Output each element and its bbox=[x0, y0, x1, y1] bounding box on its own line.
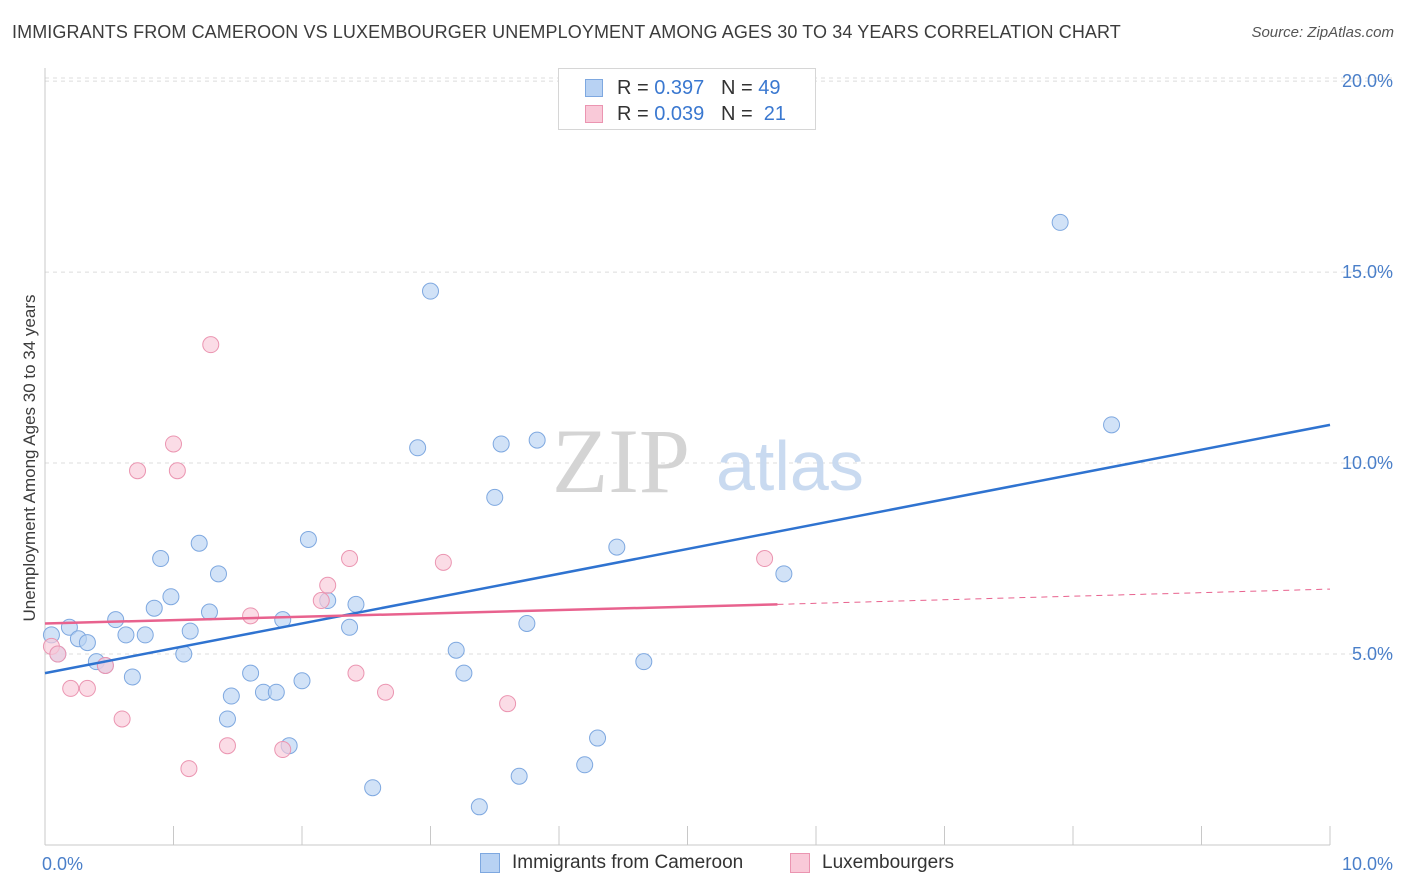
axes bbox=[44, 68, 1331, 846]
cameroon-point bbox=[510, 767, 528, 785]
r-label: R = bbox=[617, 77, 649, 99]
cameroon-point bbox=[145, 599, 163, 617]
cameroon-point bbox=[190, 534, 208, 552]
source-credit: Source: ZipAtlas.com bbox=[1251, 24, 1394, 41]
cameroon-point bbox=[492, 435, 510, 453]
luxembourger-point bbox=[113, 710, 131, 728]
luxembourger-point bbox=[274, 741, 292, 759]
cameroon-point bbox=[518, 614, 536, 632]
cameroon-point bbox=[635, 653, 653, 671]
cameroon-point bbox=[218, 710, 236, 728]
luxembourger-point bbox=[49, 645, 67, 663]
luxembourger-point bbox=[312, 592, 330, 610]
luxembourger-trend-line bbox=[44, 603, 778, 625]
stats-legend: R = 0.397 N = 49 R = 0.039 N = 21 bbox=[558, 68, 816, 130]
luxembourger-point bbox=[202, 336, 220, 354]
cameroon-point bbox=[576, 756, 594, 774]
r-value: 0.397 bbox=[654, 77, 705, 99]
grid-lines bbox=[45, 77, 1392, 655]
pink-swatch-icon bbox=[585, 105, 603, 123]
cameroon-point bbox=[486, 488, 504, 506]
trend-lines bbox=[44, 423, 1331, 675]
cameroon-point bbox=[455, 664, 473, 682]
y-tick-label: 10.0% bbox=[1342, 453, 1393, 473]
n-value: 21 bbox=[763, 103, 787, 125]
cameroon-point bbox=[470, 798, 488, 816]
x-tick-label: 0.0% bbox=[42, 854, 83, 874]
pink-swatch-icon bbox=[790, 853, 810, 873]
luxembourger-point bbox=[347, 664, 365, 682]
y-tick-label: 20.0% bbox=[1342, 71, 1393, 91]
n-value: 49 bbox=[758, 77, 781, 99]
luxembourger-point bbox=[165, 435, 182, 453]
n-label: N = bbox=[720, 77, 753, 99]
luxembourger-trend-extension bbox=[777, 588, 1331, 605]
cameroon-point bbox=[447, 641, 465, 659]
cameroon-point bbox=[152, 550, 170, 568]
y-tick-label: 5.0% bbox=[1352, 644, 1393, 664]
cameroon-point bbox=[422, 282, 439, 300]
cameroon-point bbox=[293, 672, 311, 690]
y-tick-label: 15.0% bbox=[1342, 262, 1393, 282]
luxembourger-point bbox=[377, 683, 395, 701]
cameroon-point bbox=[299, 530, 317, 548]
watermark-atlas: atlas bbox=[716, 427, 864, 505]
cameroon-point bbox=[136, 626, 154, 644]
cameroon-point bbox=[123, 668, 141, 686]
luxembourger-point bbox=[499, 695, 517, 713]
legend-label: Immigrants from Cameroon bbox=[512, 852, 744, 873]
luxembourger-point bbox=[242, 607, 260, 625]
luxembourger-point bbox=[218, 737, 236, 755]
cameroon-point bbox=[162, 588, 180, 606]
cameroon-point bbox=[341, 618, 359, 636]
r-label: R = bbox=[617, 103, 649, 125]
luxembourger-point bbox=[756, 550, 774, 568]
cameroon-point bbox=[107, 611, 125, 629]
luxembourger-point bbox=[319, 576, 337, 594]
r-value: 0.039 bbox=[654, 103, 705, 125]
cameroon-point bbox=[181, 622, 199, 640]
cameroon-point bbox=[1051, 213, 1069, 231]
blue-swatch-icon bbox=[585, 79, 603, 97]
cameroon-point bbox=[267, 683, 285, 701]
tick-labels: 5.0% 10.0% 15.0% 20.0% 0.0% 10.0% bbox=[42, 71, 1393, 874]
cameroon-point bbox=[589, 729, 607, 747]
luxembourger-point bbox=[78, 679, 96, 697]
cameroon-point bbox=[200, 603, 218, 621]
watermark: ZIP atlas bbox=[552, 410, 864, 512]
cameroon-point bbox=[347, 595, 365, 613]
cameroon-point bbox=[1103, 416, 1121, 434]
blue-swatch-icon bbox=[480, 853, 500, 873]
luxembourger-point bbox=[434, 553, 452, 571]
legend-label: Luxembourgers bbox=[822, 852, 955, 873]
cameroon-point bbox=[222, 687, 240, 705]
x-tick-label: 10.0% bbox=[1342, 854, 1393, 874]
y-axis-label: Unemployment Among Ages 30 to 34 years bbox=[20, 295, 39, 622]
luxembourger-point bbox=[180, 760, 198, 778]
cameroon-point bbox=[209, 565, 227, 583]
cameroon-point bbox=[608, 538, 626, 556]
data-points bbox=[42, 213, 1121, 816]
cameroon-point bbox=[775, 565, 793, 583]
luxembourger-point bbox=[168, 462, 186, 480]
cameroon-trend-line bbox=[44, 423, 1331, 675]
cameroon-point bbox=[409, 439, 427, 457]
cameroon-point bbox=[117, 626, 135, 644]
cameroon-point bbox=[528, 431, 546, 449]
cameroon-point bbox=[364, 779, 382, 797]
luxembourger-point bbox=[129, 462, 147, 480]
chart-title: IMMIGRANTS FROM CAMEROON VS LUXEMBOURGER… bbox=[12, 22, 1121, 42]
luxembourger-point bbox=[341, 550, 359, 568]
cameroon-point bbox=[242, 664, 260, 682]
luxembourger-point bbox=[62, 679, 80, 697]
n-label: N = bbox=[720, 103, 753, 125]
cameroon-point bbox=[78, 634, 96, 652]
watermark-zip: ZIP bbox=[552, 410, 690, 512]
